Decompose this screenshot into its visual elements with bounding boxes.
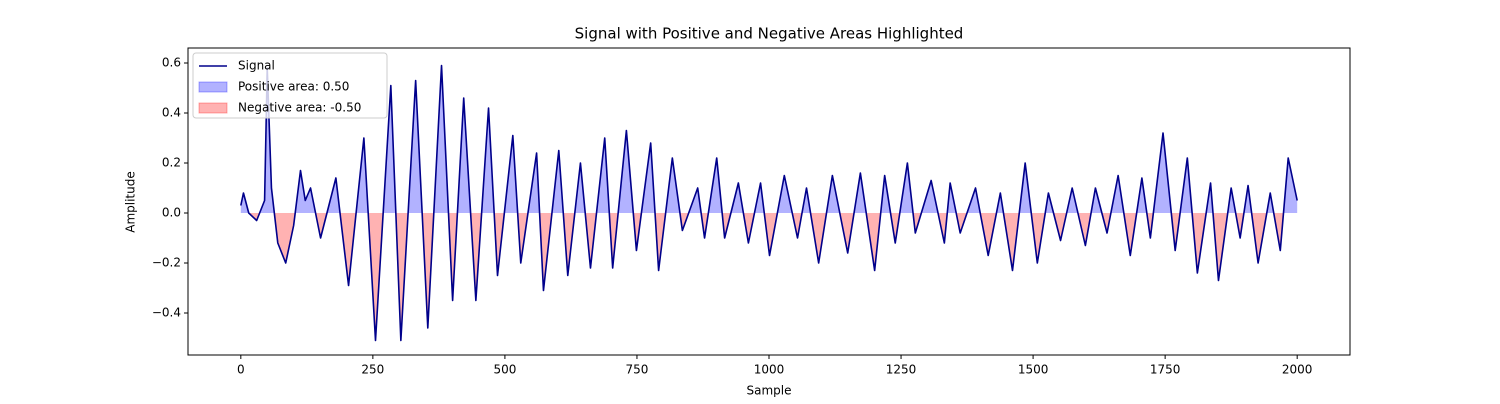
legend-swatch — [198, 102, 228, 114]
x-tick-label: 1750 — [1150, 363, 1181, 377]
y-tick-label: 0.4 — [162, 106, 181, 120]
signal-line — [240, 64, 1298, 342]
x-tick-label: 1500 — [1018, 363, 1049, 377]
negative-area — [240, 213, 1298, 341]
x-tick-label: 1000 — [754, 363, 785, 377]
chart-title: Signal with Positive and Negative Areas … — [575, 25, 964, 43]
x-tick-label: 1250 — [886, 363, 917, 377]
x-tick-label: 250 — [361, 363, 384, 377]
x-tick-label: 750 — [626, 363, 649, 377]
legend-box — [192, 52, 388, 119]
y-tick-label: 0.6 — [162, 56, 181, 70]
y-axis-label: Amplitude — [124, 171, 138, 233]
legend-label: Negative area: -0.50 — [238, 101, 361, 115]
legend-label: Signal — [238, 59, 275, 73]
positive-area — [240, 65, 1298, 213]
y-tick-label: −0.2 — [152, 256, 181, 270]
y-tick-label: −0.4 — [152, 306, 181, 320]
x-tick-label: 0 — [237, 363, 245, 377]
legend-label: Positive area: 0.50 — [238, 80, 349, 94]
legend-swatch — [198, 81, 228, 93]
x-tick-label: 500 — [493, 363, 516, 377]
x-axis-label: Sample — [747, 384, 792, 398]
x-tick-label: 2000 — [1282, 363, 1313, 377]
y-tick-label: 0.0 — [162, 206, 181, 220]
y-tick-label: 0.2 — [162, 156, 181, 170]
